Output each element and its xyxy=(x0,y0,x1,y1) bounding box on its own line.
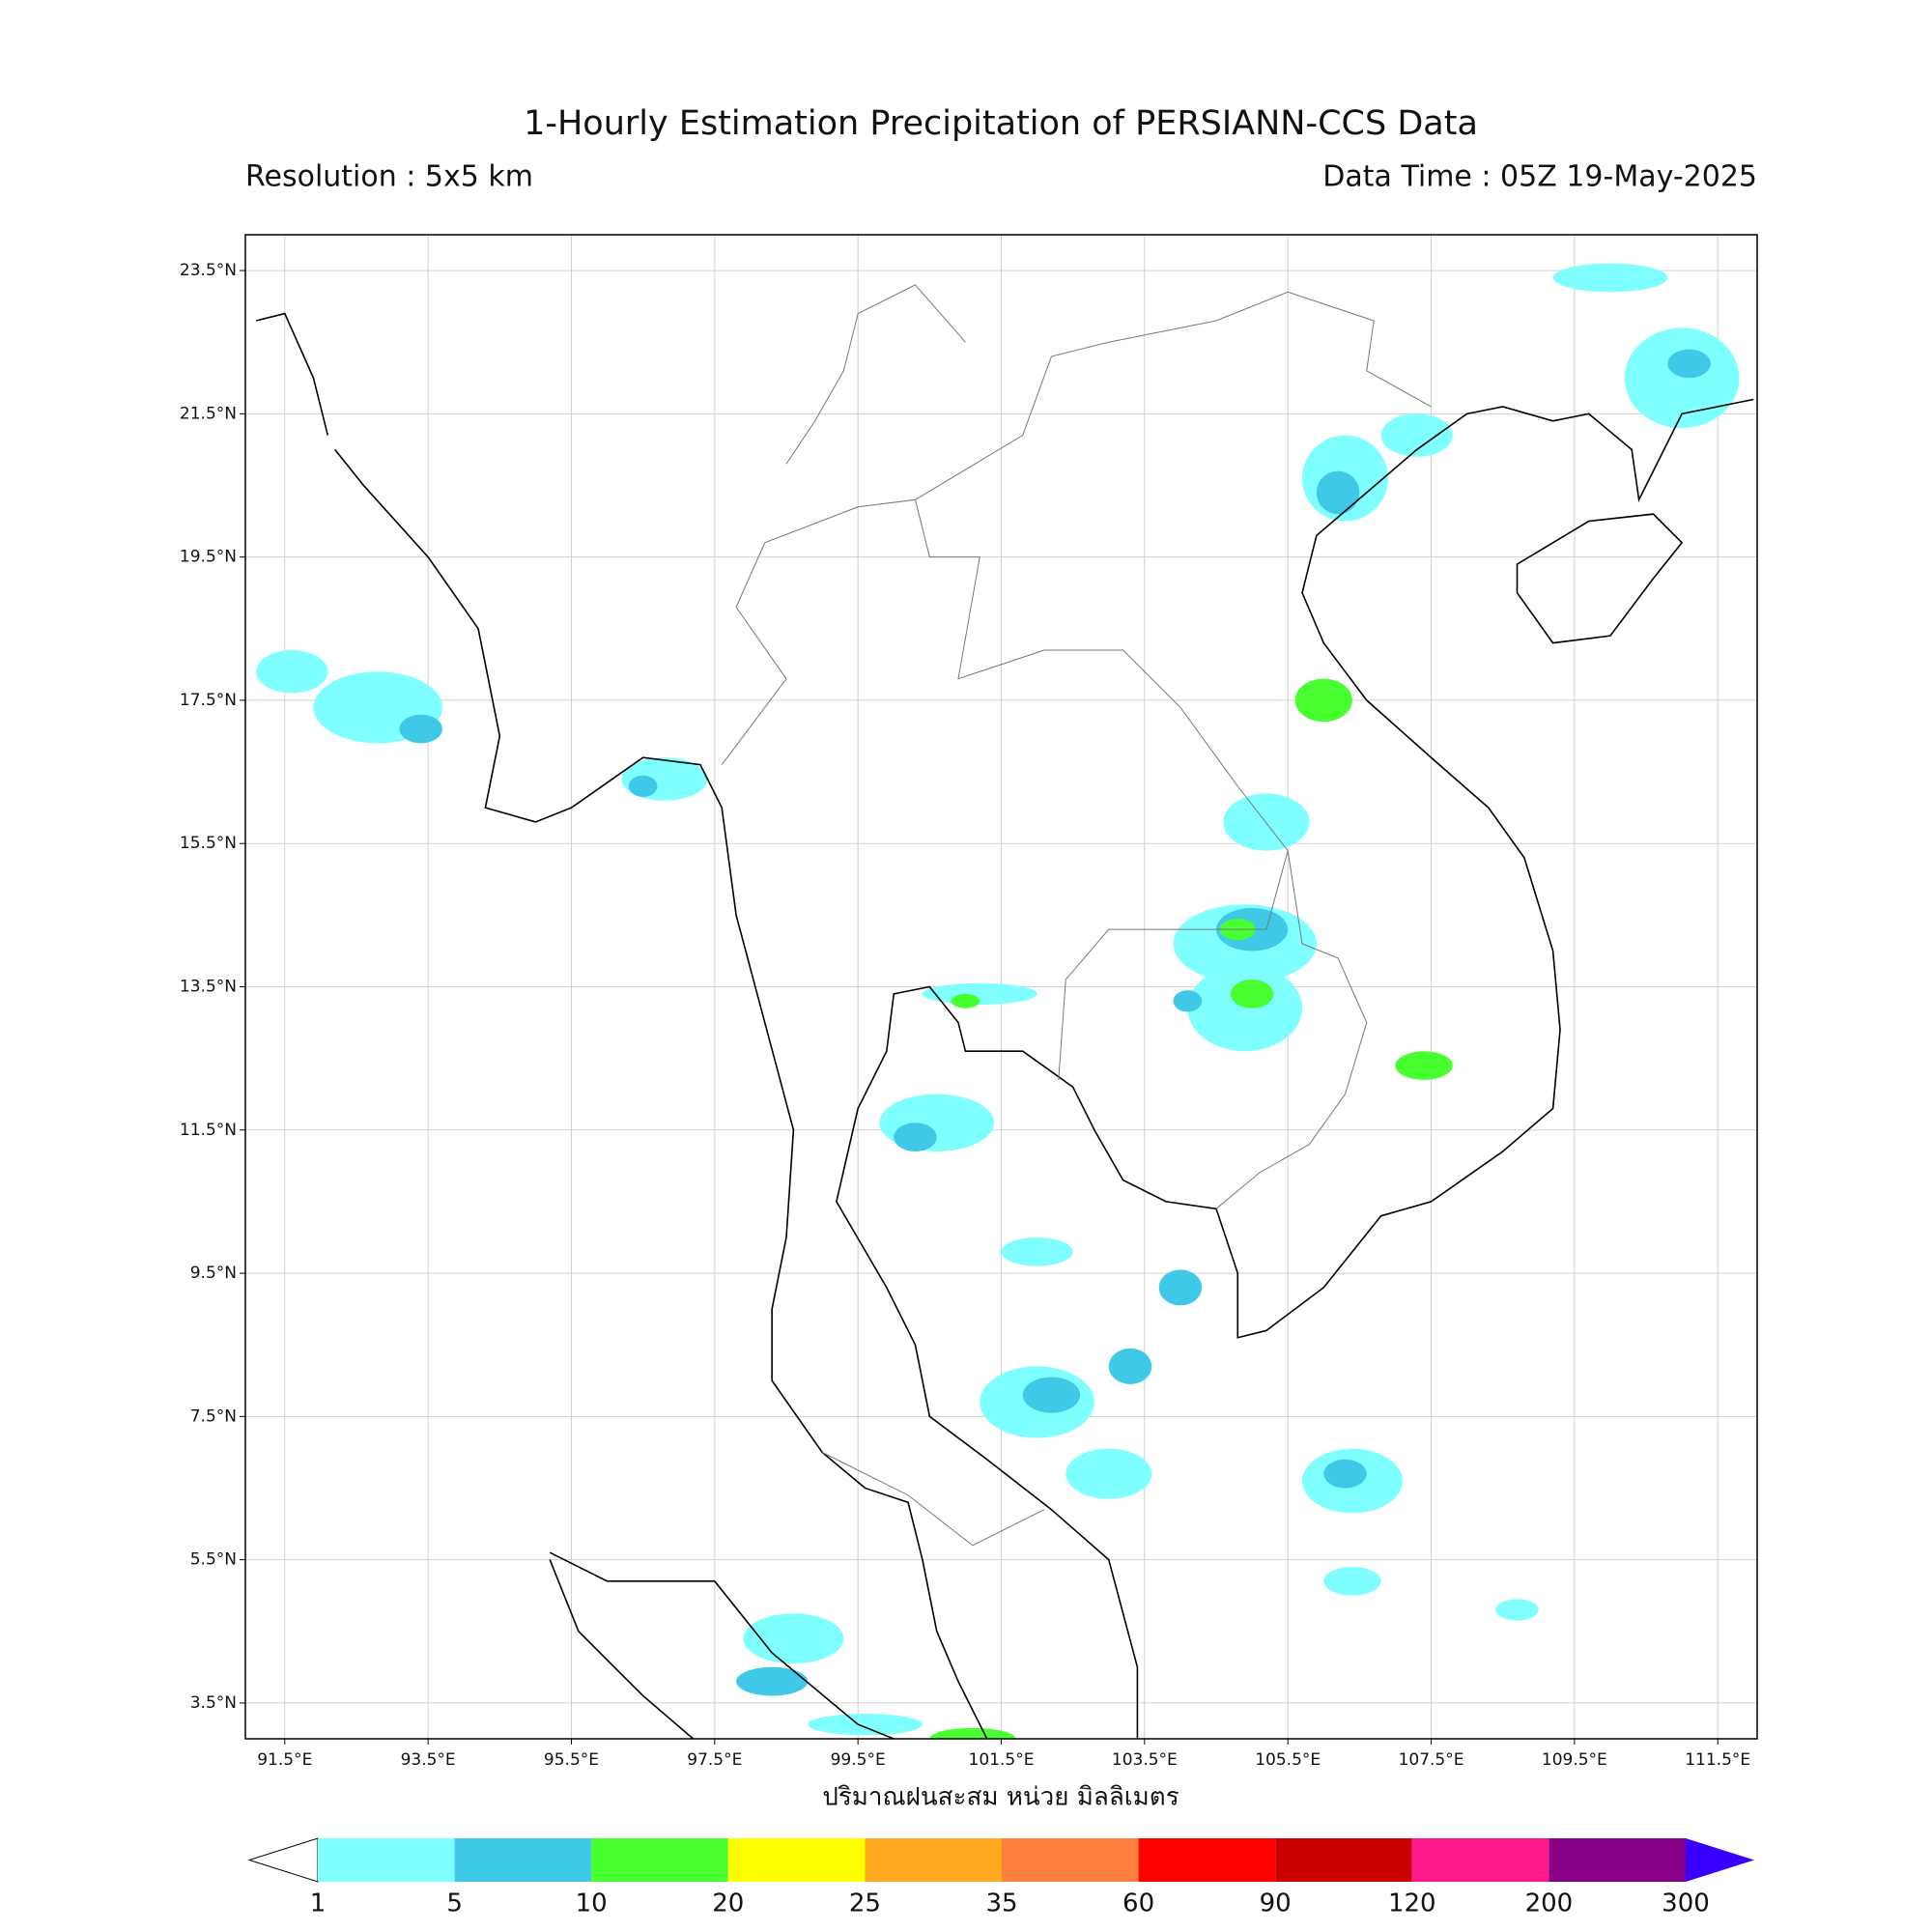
colorbar-label: 1 xyxy=(310,1889,327,1918)
x-tick-label: 97.5°E xyxy=(687,1750,742,1770)
y-tick-label: 11.5°N xyxy=(180,1121,237,1140)
colorbar-box xyxy=(1275,1838,1412,1882)
colorbar-label: 35 xyxy=(985,1889,1017,1918)
x-tick-label: 99.5°E xyxy=(831,1750,886,1770)
colorbar-box xyxy=(591,1838,728,1882)
title: 1-Hourly Estimation Precipitation of PER… xyxy=(524,104,1478,143)
y-tick-label: 7.5°N xyxy=(190,1406,237,1426)
colorbar-label: 60 xyxy=(1122,1889,1154,1918)
coastline xyxy=(550,1560,693,1739)
coastline xyxy=(837,400,1753,1739)
colorbar-label: 20 xyxy=(712,1889,744,1918)
colorbar-box xyxy=(1411,1838,1549,1882)
colorbar: 1 5 10 20 25 35 60 90 120 200 300 xyxy=(247,1837,1754,1918)
colorbar-under xyxy=(247,1837,319,1883)
y-tick-label: 21.5°N xyxy=(180,404,237,423)
colorbar-label: 200 xyxy=(1525,1889,1574,1918)
coastline xyxy=(550,1552,894,1739)
colorbar-label: 10 xyxy=(576,1889,608,1918)
y-tick-label: 9.5°N xyxy=(190,1264,237,1283)
y-tick-label: 23.5°N xyxy=(180,261,237,280)
x-tick-label: 95.5°E xyxy=(544,1750,599,1770)
y-tick-label: 15.5°N xyxy=(180,834,237,853)
coastline xyxy=(335,449,987,1739)
colorbar-box xyxy=(1548,1838,1686,1882)
y-tick-label: 17.5°N xyxy=(180,691,237,710)
colorbar-label: 25 xyxy=(849,1889,881,1918)
colorbar-box xyxy=(865,1838,1002,1882)
x-tick-label: 107.5°E xyxy=(1399,1750,1464,1770)
border xyxy=(722,499,1288,1080)
x-axis-label: ปริมาณฝนสะสม หน่วย มิลลิเมตร xyxy=(822,1783,1179,1812)
map-layer xyxy=(256,263,1753,1739)
grid xyxy=(240,235,1757,1745)
border xyxy=(786,285,965,464)
coastline xyxy=(256,314,327,436)
colorbar-over xyxy=(1686,1838,1754,1882)
border xyxy=(822,1452,1044,1545)
x-tick-label: 93.5°E xyxy=(401,1750,456,1770)
data-time: Data Time : 05Z 19-May-2025 xyxy=(1322,160,1757,194)
map-frame xyxy=(244,234,1758,1740)
y-tick-label: 5.5°N xyxy=(190,1550,237,1570)
colorbar-box xyxy=(454,1838,592,1882)
rain-areas xyxy=(256,263,1740,1739)
border xyxy=(915,292,1431,499)
x-tick-label: 101.5°E xyxy=(969,1750,1035,1770)
resolution: Resolution : 5x5 km xyxy=(245,160,533,194)
border xyxy=(1216,851,1367,1209)
colorbar-label: 5 xyxy=(446,1889,463,1918)
colorbar-label: 300 xyxy=(1662,1889,1710,1918)
colorbar-box xyxy=(727,1838,866,1882)
x-tick-label: 111.5°E xyxy=(1685,1750,1750,1770)
coastline xyxy=(1518,514,1683,642)
y-tick-label: 13.5°N xyxy=(180,978,237,997)
map-geo xyxy=(256,263,1753,1739)
colorbar-label: 90 xyxy=(1260,1889,1292,1918)
colorbar-box xyxy=(318,1838,455,1882)
y-tick-label: 3.5°N xyxy=(190,1693,237,1713)
x-tick-label: 103.5°E xyxy=(1112,1750,1178,1770)
x-tick-label: 105.5°E xyxy=(1255,1750,1321,1770)
y-tick-label: 19.5°N xyxy=(180,548,237,567)
colorbar-label: 120 xyxy=(1388,1889,1436,1918)
x-tick-label: 91.5°E xyxy=(257,1750,312,1770)
x-tick-label: 109.5°E xyxy=(1542,1750,1607,1770)
colorbar-box xyxy=(1138,1838,1276,1882)
colorbar-box xyxy=(1002,1838,1139,1882)
